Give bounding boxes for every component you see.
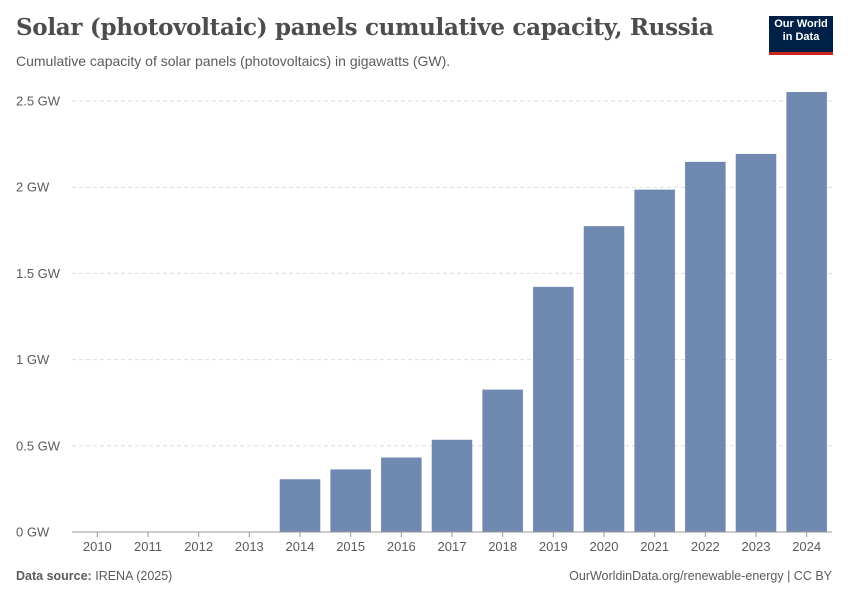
bar (279, 479, 321, 532)
chart-subtitle: Cumulative capacity of solar panels (pho… (16, 53, 451, 69)
x-tick-label: 2024 (792, 539, 821, 554)
bar (685, 161, 726, 533)
owid-logo[interactable]: Our World in Data (769, 16, 833, 55)
x-tick-label: 2012 (184, 539, 213, 554)
y-tick-label: 1.5 GW (16, 266, 61, 281)
logo-line-1: Our World (774, 18, 828, 30)
bar (735, 153, 777, 532)
bar (533, 286, 574, 532)
data-source-value: IRENA (2025) (95, 569, 173, 583)
data-source-label: Data source: (16, 569, 92, 583)
x-tick-label: 2022 (691, 539, 720, 554)
x-tick-label: 2014 (286, 539, 315, 554)
x-tick-label: 2023 (742, 539, 771, 554)
data-source: Data source: IRENA (2025) (16, 569, 172, 583)
bar (634, 189, 675, 533)
y-tick-label: 1 GW (16, 352, 50, 367)
bar (583, 226, 625, 532)
x-tick-label: 2021 (640, 539, 669, 554)
x-tick-label: 2010 (83, 539, 112, 554)
y-tick-label: 0 GW (16, 525, 50, 540)
x-tick-label: 2011 (134, 539, 162, 554)
x-tick-label: 2017 (438, 539, 467, 554)
x-tick-label: 2013 (235, 539, 264, 554)
bar (786, 92, 827, 532)
x-tick-label: 2019 (539, 539, 568, 554)
footer-link[interactable]: OurWorldinData.org/renewable-energy | CC… (569, 569, 832, 583)
bar (482, 389, 523, 532)
bar (431, 439, 473, 532)
chart-title: Solar (photovoltaic) panels cumulative c… (16, 14, 714, 41)
y-tick-label: 2.5 GW (16, 94, 61, 109)
y-tick-label: 0.5 GW (16, 438, 61, 453)
logo-line-2: in Data (782, 31, 820, 43)
bar (381, 457, 422, 532)
x-tick-label: 2020 (590, 539, 619, 554)
bar-chart: 0 GW 0.5 GW 1 GW 1.5 GW 2 GW 2.5 GW 2010 2011 20… (16, 92, 832, 554)
y-tick-label: 2 GW (16, 180, 50, 195)
x-tick-label: 2016 (387, 539, 416, 554)
x-tick-label: 2015 (336, 539, 365, 554)
x-tick-label: 2018 (488, 539, 517, 554)
bar (330, 469, 371, 532)
